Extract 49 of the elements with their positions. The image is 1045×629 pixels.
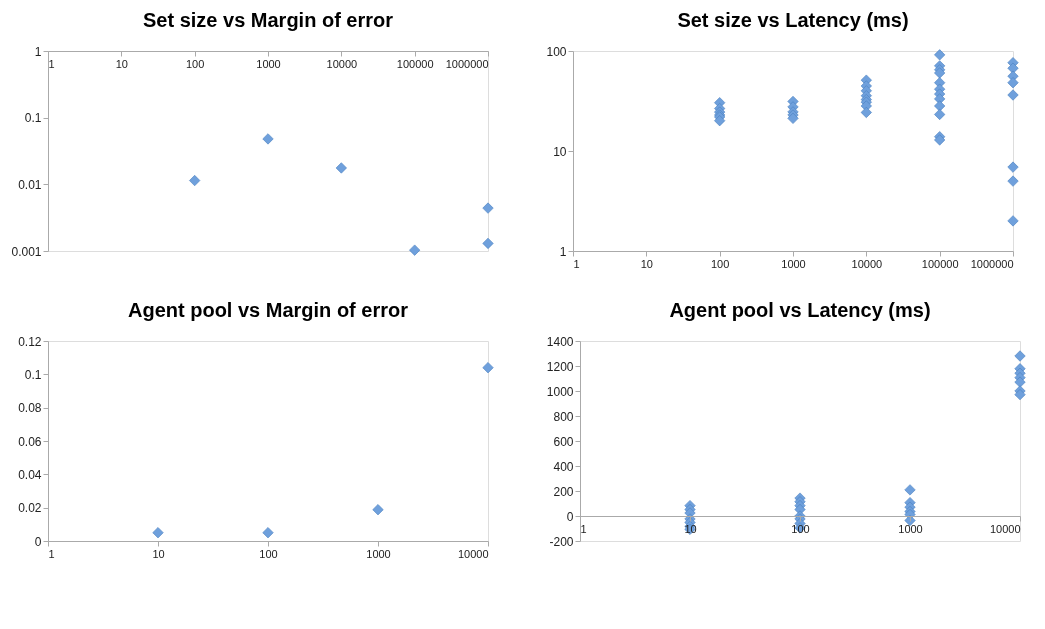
y-tick-label: 0.08: [18, 401, 42, 416]
y-tick-label: 1000: [546, 384, 574, 399]
x-tick-label: 10000: [326, 57, 358, 70]
x-tick-label: 1000: [366, 547, 391, 560]
y-tick-label: 0.001: [11, 244, 42, 259]
x-tick-label: 10: [115, 57, 128, 70]
y-tick-label: 0.04: [18, 467, 42, 482]
x-tick-label: 10: [640, 257, 653, 270]
x-tick-label: 100000: [396, 57, 434, 70]
x-tick-label: 10000: [457, 547, 489, 560]
x-tick-label: 1: [580, 522, 587, 535]
x-tick-label: 1000: [781, 257, 806, 270]
y-tick-label: 0.1: [24, 367, 42, 382]
y-tick-label: 0: [34, 534, 42, 549]
chart-title: Agent pool vs Margin of error: [127, 299, 409, 321]
chart-title: Set size vs Margin of error: [142, 9, 394, 31]
y-tick-label: 0.02: [18, 501, 42, 516]
x-tick-label: 100000: [921, 257, 959, 270]
y-tick-label: 600: [553, 434, 574, 449]
y-tick-label: 1: [559, 244, 567, 259]
y-tick-label: 0.01: [18, 177, 42, 192]
x-tick-label: 10: [684, 522, 697, 535]
y-tick-label: 0.1: [24, 111, 42, 126]
y-tick-label: 0.06: [18, 434, 42, 449]
y-tick-label: 800: [553, 409, 574, 424]
x-tick-label: 1000000: [445, 57, 489, 70]
y-tick-label: 1400: [546, 334, 574, 349]
y-tick-label: 0: [566, 509, 574, 524]
y-tick-label: -200: [549, 534, 574, 549]
x-tick-label: 1: [48, 57, 55, 70]
y-tick-label: 400: [553, 459, 574, 474]
x-tick-label: 100: [710, 257, 730, 270]
x-tick-label: 1000000: [970, 257, 1014, 270]
y-tick-label: 1200: [546, 359, 574, 374]
y-tick-label: 200: [553, 484, 574, 499]
x-tick-label: 10: [152, 547, 165, 560]
y-tick-label: 100: [546, 44, 567, 59]
y-tick-label: 0.12: [18, 334, 42, 349]
x-tick-label: 100: [259, 547, 278, 560]
x-tick-label: 1000: [256, 57, 281, 70]
y-tick-label: 10: [553, 144, 567, 159]
y-tick-label: 1: [34, 44, 42, 59]
chart-title: Set size vs Latency (ms): [677, 9, 909, 31]
chart-title: Agent pool vs Latency (ms): [669, 299, 931, 321]
x-tick-label: 10000: [989, 522, 1021, 535]
x-tick-label: 1: [48, 547, 55, 560]
x-tick-label: 10000: [851, 257, 883, 270]
x-tick-label: 1000: [898, 522, 923, 535]
x-tick-label: 100: [185, 57, 205, 70]
